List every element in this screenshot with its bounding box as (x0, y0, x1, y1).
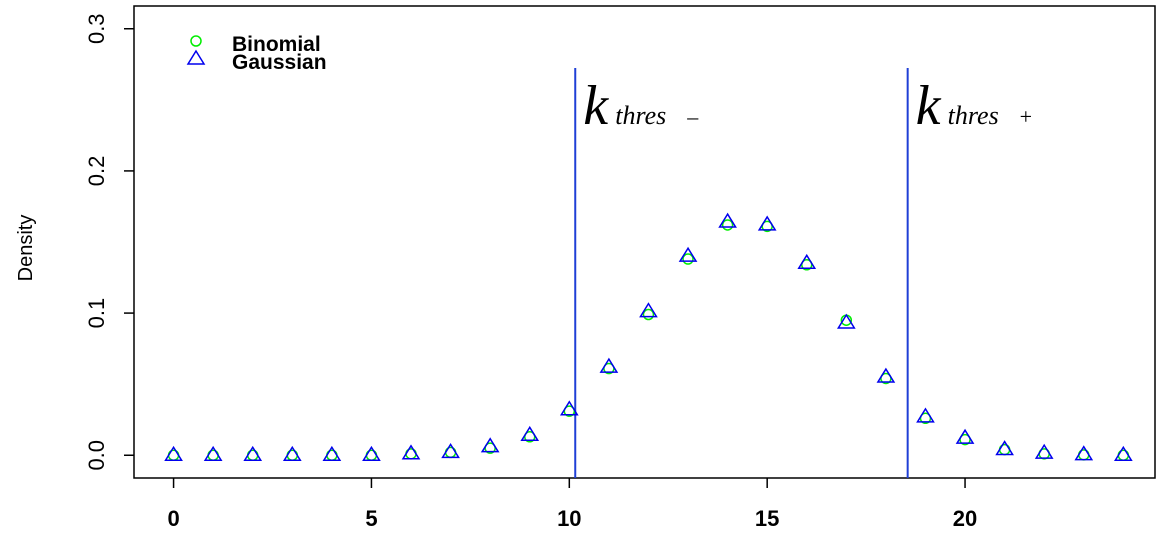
point-gaussian (559, 400, 579, 416)
point-gaussian (441, 442, 460, 459)
x-tick-label: 10 (557, 506, 581, 531)
threshold-label: k thres + (916, 75, 1032, 137)
point-gaussian (164, 445, 183, 461)
y-tick-label: 0.3 (84, 13, 109, 44)
point-gaussian (995, 440, 1014, 456)
point-gaussian (916, 407, 935, 423)
point-gaussian (639, 302, 658, 318)
point-gaussian (876, 367, 896, 383)
x-tick-label: 5 (365, 506, 377, 531)
threshold-label-sub: thres (615, 101, 666, 130)
x-tick-label: 0 (167, 506, 179, 531)
y-tick-label: 0.2 (84, 156, 109, 187)
point-gaussian (1113, 445, 1133, 461)
point-gaussian (520, 425, 540, 442)
point-gaussian (362, 445, 381, 461)
threshold-label-sub: thres (948, 101, 999, 130)
threshold-label-sign: + (1020, 104, 1032, 129)
x-tick-label: 20 (953, 506, 977, 531)
point-gaussian (678, 246, 698, 262)
plot-frame (133, 5, 1156, 479)
point-gaussian (282, 445, 302, 461)
threshold-label: k thres – (583, 75, 699, 137)
point-binomial (721, 219, 734, 231)
x-tick-label: 15 (755, 506, 779, 531)
point-gaussian (1034, 443, 1054, 459)
point-gaussian (797, 253, 817, 270)
point-gaussian (480, 437, 500, 453)
legend-marker-binomial (190, 35, 202, 47)
threshold-label-sign: – (686, 104, 699, 129)
point-gaussian (243, 445, 263, 461)
point-gaussian (401, 444, 421, 460)
series-gaussian (164, 212, 1133, 461)
x-axis: 0 5 10 15 20 (167, 478, 977, 531)
point-gaussian (757, 215, 777, 231)
point-gaussian (836, 313, 856, 329)
plot-area (133, 5, 1156, 479)
legend-label-gaussian: Gaussian (232, 51, 327, 74)
threshold-lines: k thres – k thres + (574, 68, 1032, 478)
y-axis: 0.0 0.1 0.2 0.3 (84, 13, 134, 471)
point-gaussian (955, 428, 975, 444)
point-gaussian (322, 445, 342, 461)
series-binomial (167, 219, 1130, 462)
legend-label-binomial: Binomial (232, 33, 321, 56)
y-axis-title: Density (15, 215, 37, 282)
point-gaussian (203, 445, 223, 461)
point-gaussian (599, 357, 619, 373)
y-tick-label: 0.1 (84, 298, 109, 329)
data-points (164, 212, 1133, 462)
point-gaussian (718, 212, 737, 228)
legend-marker-gaussian (186, 49, 206, 65)
y-tick-label: 0.0 (84, 440, 109, 471)
threshold-label-main: k (583, 75, 609, 137)
point-binomial (682, 253, 694, 265)
threshold-label-main: k (916, 75, 942, 137)
point-binomial (642, 308, 655, 321)
point-gaussian (1074, 445, 1094, 461)
